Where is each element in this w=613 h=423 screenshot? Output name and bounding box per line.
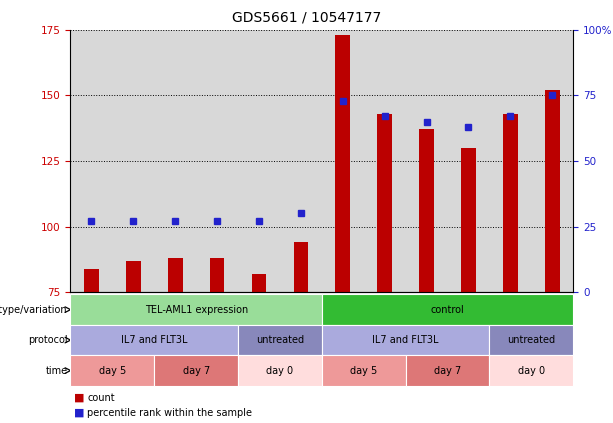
Bar	[154, 30, 196, 292]
Bar	[364, 30, 406, 292]
Text: ■: ■	[74, 393, 84, 403]
Bar	[531, 30, 573, 292]
Bar	[280, 30, 322, 292]
Bar	[168, 258, 183, 292]
Bar	[489, 30, 531, 292]
Text: percentile rank within the sample: percentile rank within the sample	[87, 408, 252, 418]
Bar	[419, 129, 434, 292]
Text: IL7 and FLT3L: IL7 and FLT3L	[121, 335, 188, 345]
Text: day 0: day 0	[267, 365, 294, 376]
Bar	[238, 30, 280, 292]
Bar	[252, 274, 266, 292]
Bar	[112, 30, 154, 292]
Bar	[210, 258, 224, 292]
Text: day 5: day 5	[350, 365, 378, 376]
Bar	[503, 114, 517, 292]
Bar	[196, 30, 238, 292]
Text: protocol: protocol	[28, 335, 67, 345]
Text: IL7 and FLT3L: IL7 and FLT3L	[372, 335, 439, 345]
Text: day 7: day 7	[434, 365, 461, 376]
Bar	[126, 261, 140, 292]
Bar	[406, 30, 447, 292]
Bar	[461, 148, 476, 292]
Text: TEL-AML1 expression: TEL-AML1 expression	[145, 305, 248, 315]
Text: day 0: day 0	[518, 365, 545, 376]
Bar	[545, 90, 560, 292]
Bar	[378, 114, 392, 292]
Bar	[322, 30, 364, 292]
Text: time: time	[45, 365, 67, 376]
Text: untreated: untreated	[256, 335, 304, 345]
Text: untreated: untreated	[507, 335, 555, 345]
Bar	[294, 242, 308, 292]
Bar	[335, 35, 350, 292]
Text: ■: ■	[74, 408, 84, 418]
Text: GDS5661 / 10547177: GDS5661 / 10547177	[232, 11, 381, 25]
Bar	[84, 269, 99, 292]
Text: day 5: day 5	[99, 365, 126, 376]
Text: control: control	[430, 305, 465, 315]
Text: count: count	[87, 393, 115, 403]
Bar	[447, 30, 489, 292]
Bar	[70, 30, 112, 292]
Text: day 7: day 7	[183, 365, 210, 376]
Text: genotype/variation: genotype/variation	[0, 305, 67, 315]
